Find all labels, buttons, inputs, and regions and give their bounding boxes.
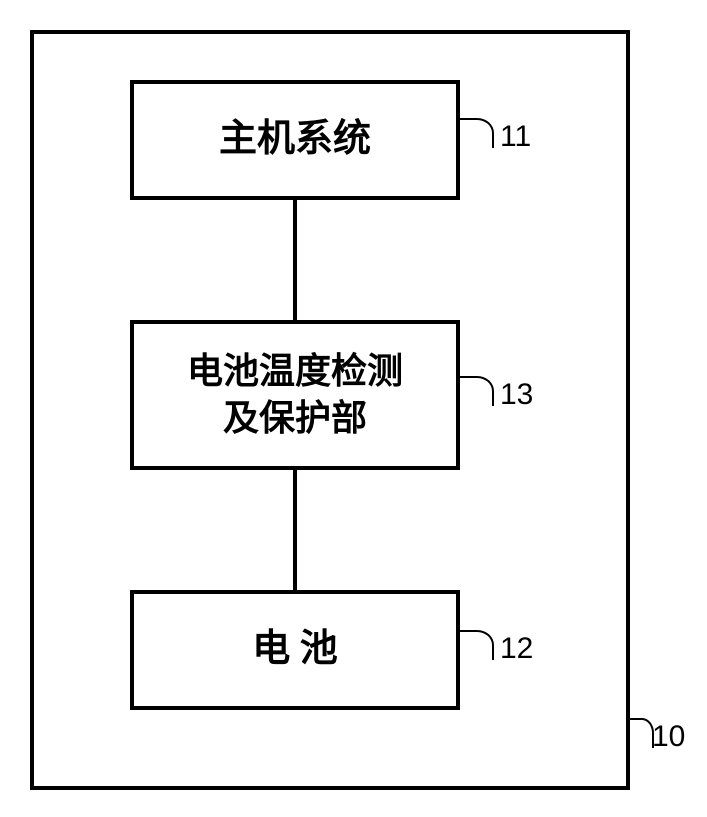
node-detect-label: 13 bbox=[500, 378, 533, 412]
node-host-leader bbox=[460, 118, 494, 148]
node-battery-text: 电 池 bbox=[252, 625, 338, 674]
outer-box-label: 10 bbox=[652, 720, 685, 754]
outer-box-leader bbox=[630, 718, 654, 748]
node-host: 主机系统 bbox=[130, 80, 460, 200]
edge-host-detect bbox=[293, 200, 297, 320]
node-detect-text: 电池温度检测及保护部 bbox=[187, 348, 403, 442]
node-detect-leader bbox=[460, 376, 494, 406]
node-battery-leader bbox=[460, 630, 494, 660]
node-host-label: 11 bbox=[500, 120, 531, 154]
node-host-text: 主机系统 bbox=[219, 115, 371, 164]
node-battery-label: 12 bbox=[500, 632, 533, 666]
edge-detect-battery bbox=[293, 470, 297, 590]
node-detect: 电池温度检测及保护部 bbox=[130, 320, 460, 470]
node-battery: 电 池 bbox=[130, 590, 460, 710]
